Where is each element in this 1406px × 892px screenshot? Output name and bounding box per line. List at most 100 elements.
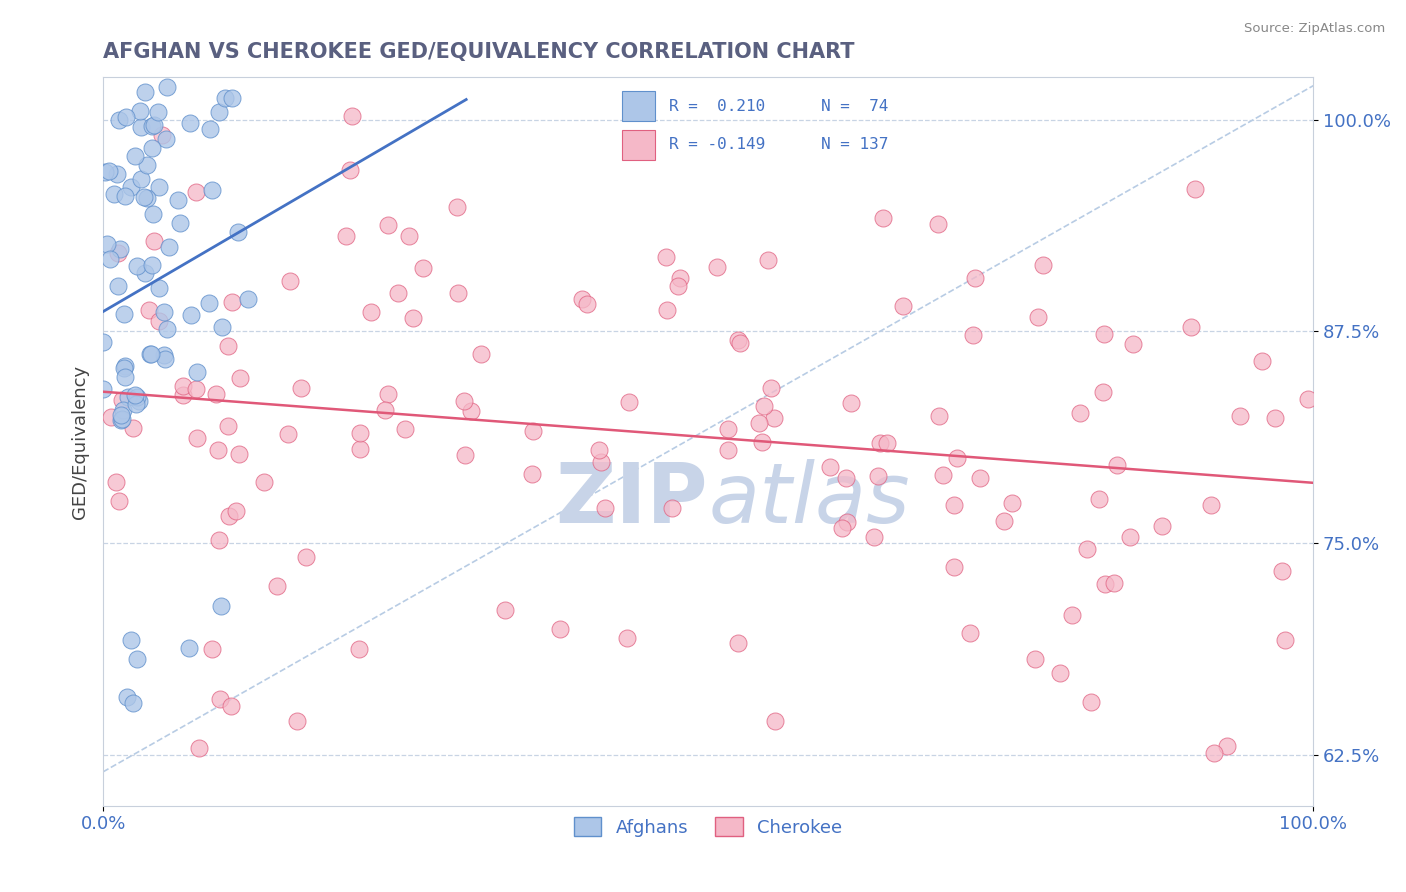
Point <box>340 109 363 123</box>
Point <box>295 550 318 565</box>
Point <box>1105 458 1128 472</box>
Point <box>134 266 156 280</box>
Point <box>818 459 841 474</box>
Point <box>135 158 157 172</box>
Text: Source: ZipAtlas.com: Source: ZipAtlas.com <box>1244 22 1385 36</box>
Point <box>756 253 779 268</box>
Point <box>277 427 299 442</box>
Point <box>349 426 371 441</box>
Point <box>1264 410 1286 425</box>
Point <box>963 271 986 285</box>
Point <box>1092 385 1115 400</box>
Point <box>120 179 142 194</box>
Point <box>1087 491 1109 506</box>
Point <box>112 307 135 321</box>
Point <box>727 333 749 347</box>
Point <box>706 260 728 275</box>
Point <box>962 328 984 343</box>
Point <box>110 412 132 426</box>
Point <box>139 347 162 361</box>
Point <box>148 314 170 328</box>
Point <box>835 471 858 485</box>
Point <box>1199 498 1222 512</box>
Point <box>180 308 202 322</box>
Point <box>142 207 165 221</box>
Point <box>1251 354 1274 368</box>
Point <box>993 514 1015 528</box>
Point <box>1180 319 1202 334</box>
Point <box>94 165 117 179</box>
Point <box>616 631 638 645</box>
Point <box>872 211 894 226</box>
Point <box>96 236 118 251</box>
Point <box>198 296 221 310</box>
Point <box>349 442 371 456</box>
Point <box>219 699 242 714</box>
Point <box>839 396 862 410</box>
Point <box>669 271 692 285</box>
Point <box>837 515 859 529</box>
Point <box>100 410 122 425</box>
Point <box>943 560 966 574</box>
Point <box>1094 577 1116 591</box>
Point <box>214 91 236 105</box>
Point <box>959 626 981 640</box>
Point <box>278 274 301 288</box>
Point <box>114 360 136 375</box>
Point <box>522 467 544 481</box>
Point <box>945 450 967 465</box>
Point <box>177 640 200 655</box>
Point <box>717 422 740 436</box>
Point <box>127 652 149 666</box>
Point <box>763 714 786 729</box>
Point <box>876 436 898 450</box>
Legend: Afghans, Cherokee: Afghans, Cherokee <box>567 810 849 844</box>
Point <box>266 579 288 593</box>
Point <box>751 435 773 450</box>
Point <box>285 714 308 728</box>
Point <box>217 419 239 434</box>
Point <box>1026 310 1049 325</box>
Point <box>138 347 160 361</box>
Point <box>121 420 143 434</box>
Point <box>1102 576 1125 591</box>
Point <box>111 393 134 408</box>
Point <box>1024 652 1046 666</box>
Point <box>114 110 136 124</box>
Point <box>200 121 222 136</box>
Point <box>730 335 752 350</box>
Point <box>548 622 571 636</box>
Point <box>657 303 679 318</box>
Point <box>655 250 678 264</box>
Point <box>148 180 170 194</box>
Point <box>1122 336 1144 351</box>
Point <box>172 388 194 402</box>
Point <box>125 397 148 411</box>
Point <box>91 335 114 350</box>
Point <box>114 370 136 384</box>
Point <box>402 311 425 326</box>
Point <box>394 422 416 436</box>
Point <box>661 500 683 515</box>
Point <box>969 471 991 485</box>
Point <box>221 294 243 309</box>
Point <box>155 132 177 146</box>
Point <box>114 189 136 203</box>
Point <box>124 388 146 402</box>
Text: ZIP: ZIP <box>555 459 709 541</box>
Point <box>891 299 914 313</box>
Point <box>928 409 950 423</box>
Point <box>141 119 163 133</box>
Point <box>184 383 207 397</box>
Point <box>1216 739 1239 753</box>
Point <box>1229 409 1251 423</box>
Point <box>446 200 468 214</box>
Point <box>120 632 142 647</box>
Point <box>762 410 785 425</box>
Point <box>1150 519 1173 533</box>
Point <box>201 183 224 197</box>
Point <box>522 424 544 438</box>
Point <box>866 469 889 483</box>
Point <box>208 104 231 119</box>
Point <box>205 387 228 401</box>
